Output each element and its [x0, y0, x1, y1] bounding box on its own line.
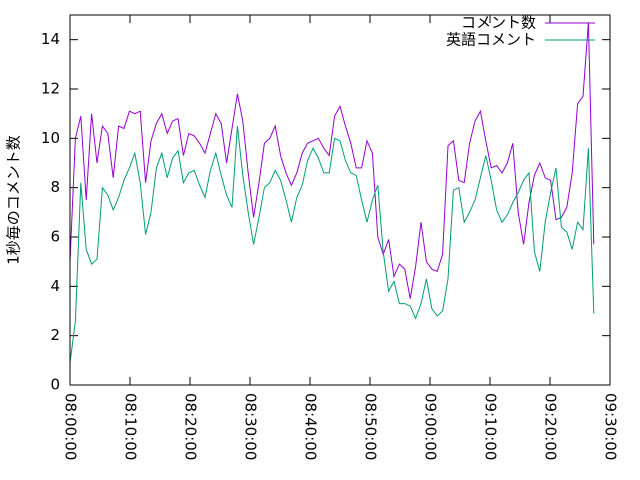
plot-border [69, 14, 611, 386]
x-tick-label: 08:50:00 [362, 393, 380, 460]
x-tick-label: 08:30:00 [242, 393, 260, 460]
x-tick-label: 08:10:00 [122, 393, 140, 460]
x-tick-label: 08:40:00 [302, 393, 320, 460]
x-tick-label: 09:00:00 [422, 393, 440, 460]
x-tick-label: 09:30:00 [602, 393, 620, 460]
y-tick-label: 14 [41, 30, 60, 48]
y-tick-label: 8 [50, 178, 60, 196]
legend-label: コメント数 [461, 14, 536, 32]
y-axis-label: 1秒毎のコメント数 [5, 135, 23, 265]
series-line [69, 22, 595, 299]
x-tick-label: 09:10:00 [482, 393, 500, 460]
legend-label: 英語コメント [446, 31, 536, 49]
y-tick-label: 4 [50, 277, 60, 295]
y-tick-label: 10 [41, 129, 60, 147]
x-tick-label: 09:20:00 [542, 393, 560, 460]
x-tick-label: 08:00:00 [62, 393, 80, 460]
y-tick-label: 2 [50, 326, 60, 344]
y-tick-label: 6 [50, 228, 60, 246]
y-tick-label: 0 [50, 376, 60, 394]
series-line [69, 125, 595, 363]
y-tick-label: 12 [41, 80, 60, 98]
x-tick-label: 08:20:00 [182, 393, 200, 460]
